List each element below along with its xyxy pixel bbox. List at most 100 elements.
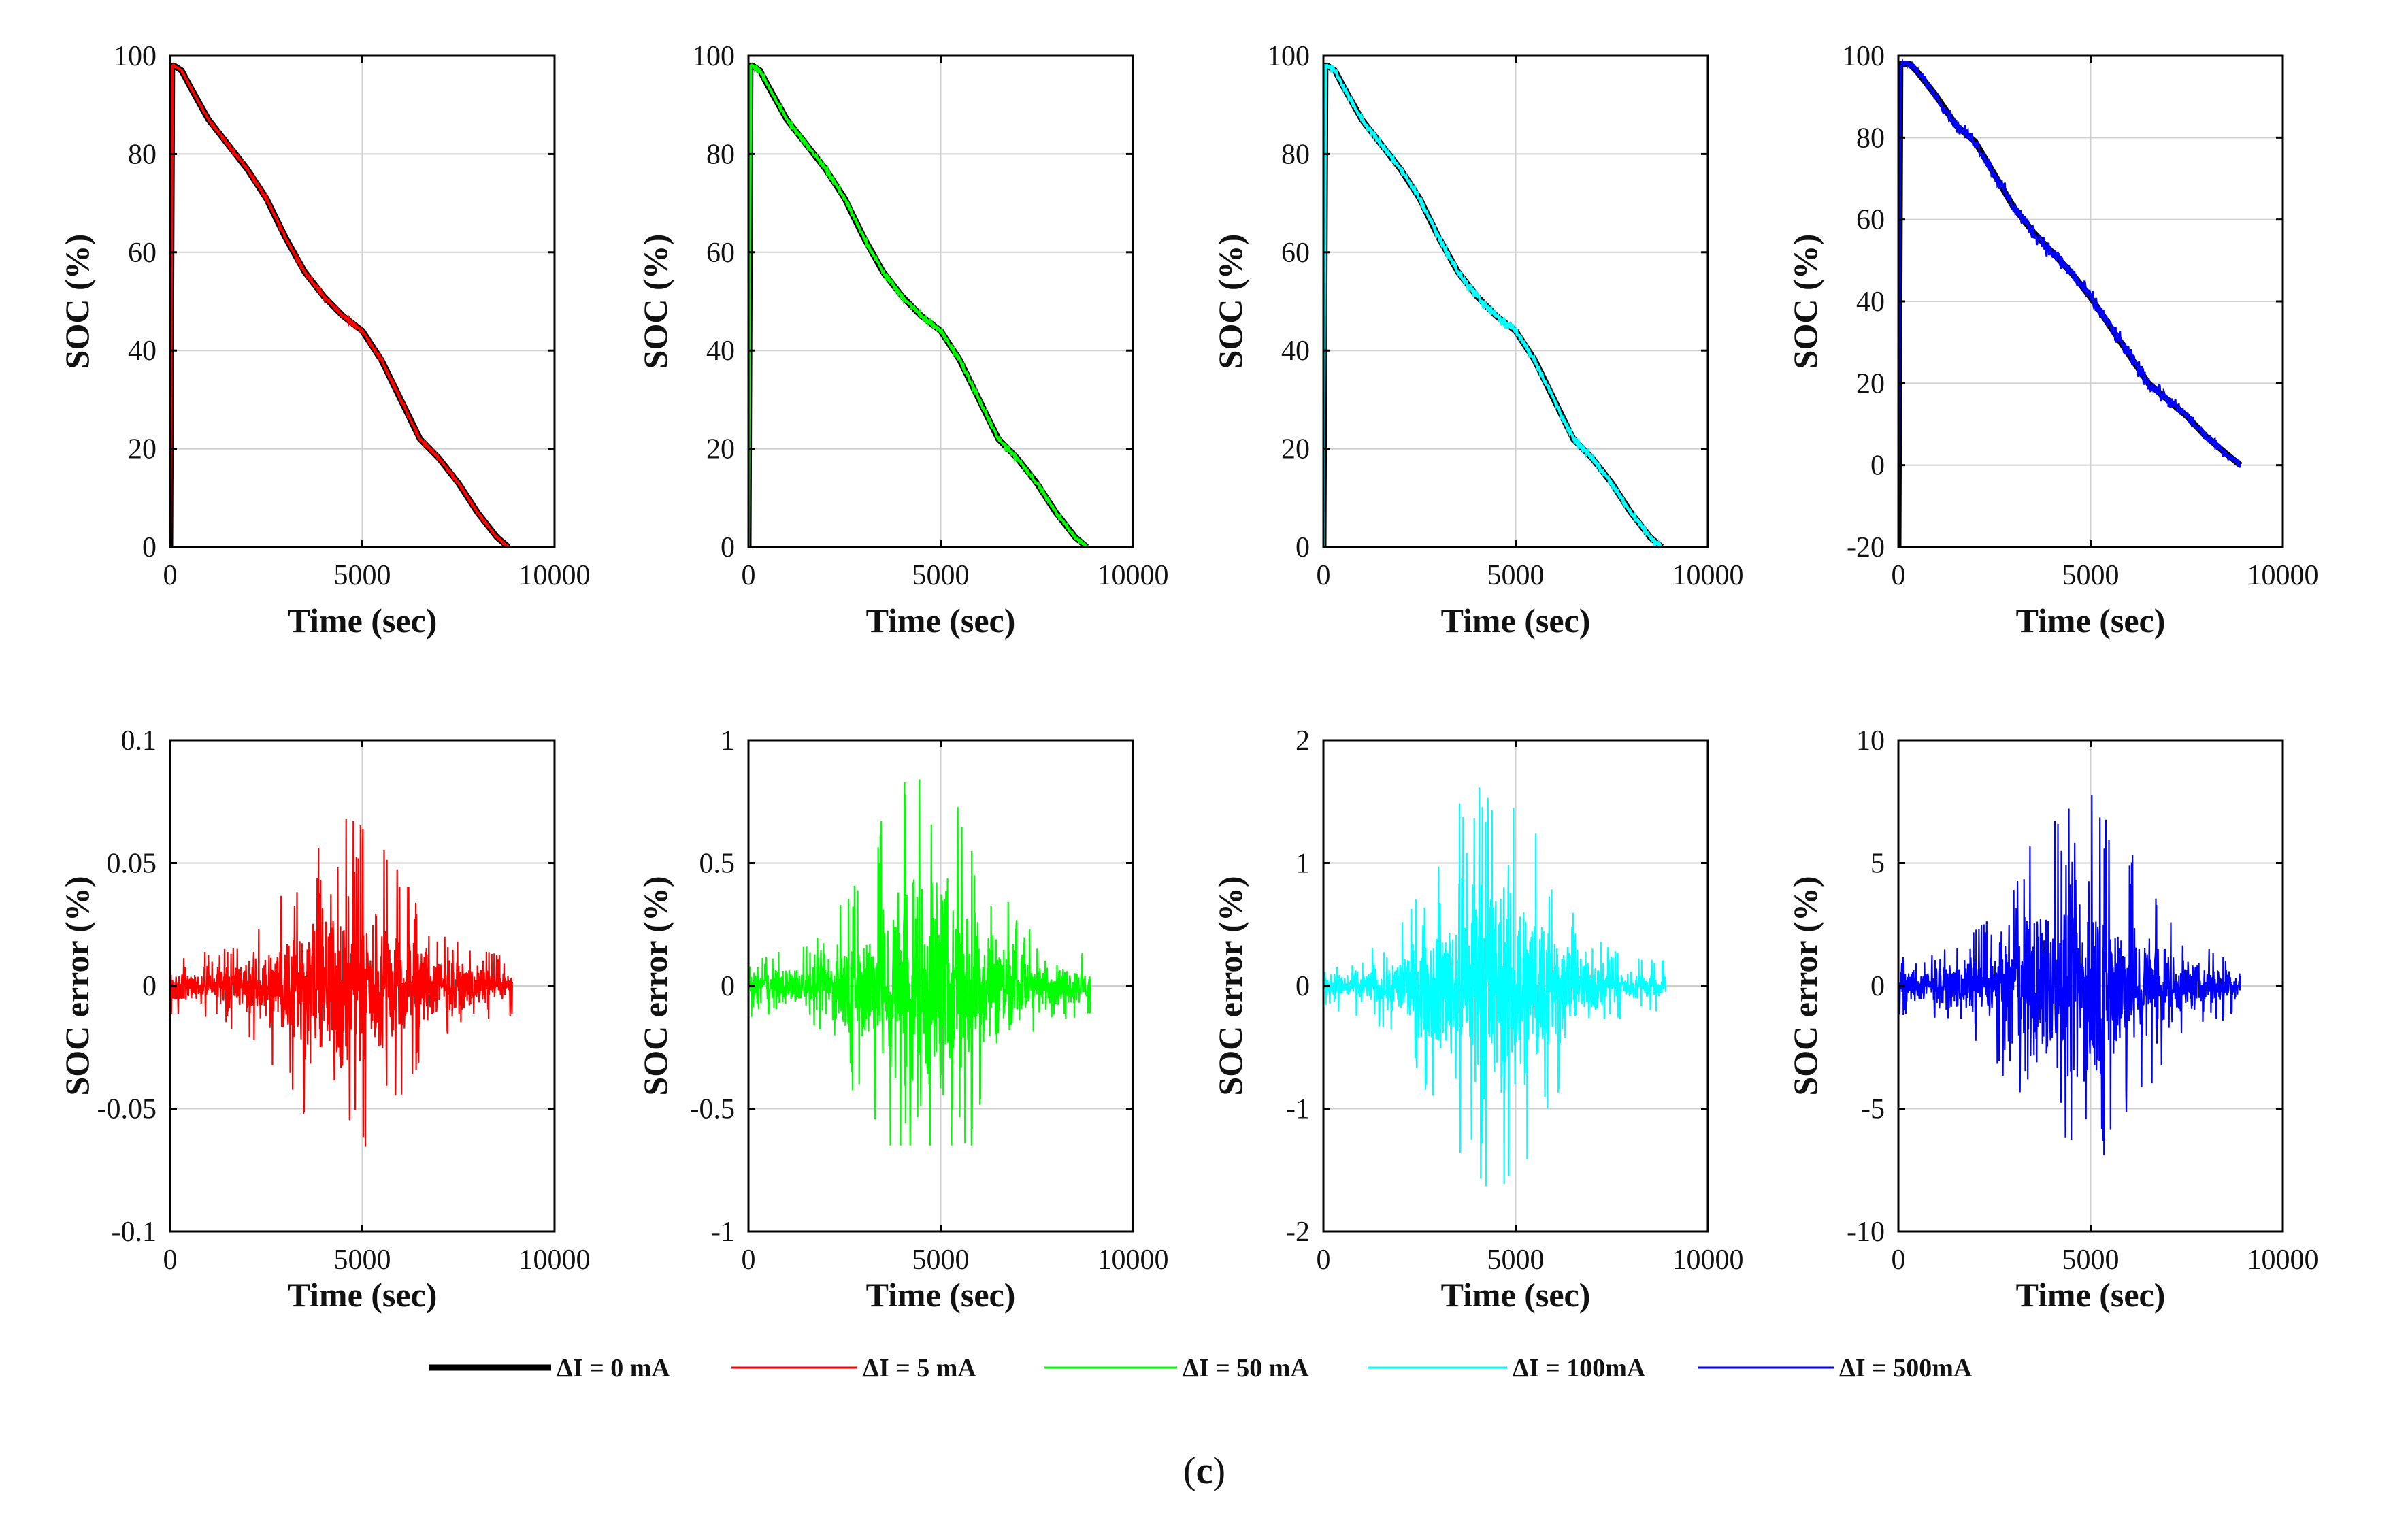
x-axis-label: Time (sec) xyxy=(2016,1276,2166,1314)
y-tick-label: 0 xyxy=(1296,532,1310,563)
x-tick-label: 0 xyxy=(742,560,756,591)
y-tick-label: 1 xyxy=(1296,848,1310,880)
legend-entry: ΔI = 500mA xyxy=(1698,1354,1973,1383)
series-line xyxy=(748,63,1089,547)
y-tick-label: 40 xyxy=(1281,335,1310,367)
series-line xyxy=(170,818,513,1147)
x-tick-label: 5000 xyxy=(334,1244,391,1276)
y-tick-label: 40 xyxy=(1856,286,1885,318)
plot-area xyxy=(1898,795,2241,1156)
y-tick-label: 20 xyxy=(706,434,735,465)
chart-panel-r1-c3: 0 5000 10000 -10 -5 0 5 10 Time (sec) SOC error (… xyxy=(1786,725,2319,1314)
y-tick-label: 100 xyxy=(114,41,156,72)
y-tick-label: -0.5 xyxy=(690,1094,736,1125)
x-tick-label: 5000 xyxy=(2062,560,2120,591)
y-axis-label: SOC (%) xyxy=(1786,234,1824,369)
legend: ΔI = 0 mA ΔI = 5 mA ΔI = 50 mA ΔI = 100mA ΔI… xyxy=(429,1354,1973,1383)
series-line xyxy=(1323,63,1663,547)
x-tick-label: 10000 xyxy=(2247,560,2319,591)
x-axis-label: Time (sec) xyxy=(288,601,438,640)
ticks: 0 5000 10000 -10 -5 0 5 10 xyxy=(1847,725,2319,1276)
y-axis-label: SOC error (%) xyxy=(1211,876,1249,1095)
chart-panel-r1-c2: 0 5000 10000 -2 -1 0 1 2 Time (sec) SOC error (%) xyxy=(1211,725,1744,1314)
figure-caption-letter: c xyxy=(1196,1450,1213,1492)
y-tick-label: 60 xyxy=(706,237,735,269)
x-axis-label: Time (sec) xyxy=(1441,601,1591,640)
legend-label: ΔI = 500mA xyxy=(1839,1354,1973,1383)
x-tick-label: 10000 xyxy=(1672,1244,1744,1276)
y-tick-label: 40 xyxy=(706,335,735,367)
series-line xyxy=(1898,58,2242,547)
y-tick-label: -5 xyxy=(1861,1094,1885,1125)
y-tick-label: 0.5 xyxy=(699,848,736,880)
x-axis-label: Time (sec) xyxy=(1441,1276,1591,1314)
ticks: 0 5000 10000 0 20 40 60 80 100 xyxy=(114,41,591,591)
x-tick-label: 5000 xyxy=(1487,1244,1545,1276)
legend-label: ΔI = 0 mA xyxy=(557,1354,670,1383)
y-tick-label: 0.1 xyxy=(121,725,157,757)
series-line xyxy=(1898,795,2241,1156)
y-tick-label: 2 xyxy=(1296,725,1310,757)
legend-entry: ΔI = 0 mA xyxy=(429,1354,670,1383)
y-tick-label: 80 xyxy=(1856,122,1885,154)
legend-label: ΔI = 5 mA xyxy=(863,1354,976,1383)
x-tick-label: 0 xyxy=(1892,560,1906,591)
x-tick-label: 10000 xyxy=(519,1244,591,1276)
x-tick-label: 0 xyxy=(163,1244,178,1276)
legend-label: ΔI = 50 mA xyxy=(1183,1354,1309,1383)
ticks: 0 5000 10000 0 20 40 60 80 100 xyxy=(1267,41,1744,591)
y-tick-label: 100 xyxy=(1267,41,1310,72)
y-tick-label: 40 xyxy=(128,335,156,367)
x-tick-label: 10000 xyxy=(519,560,591,591)
x-axis-label: Time (sec) xyxy=(288,1276,438,1314)
x-axis-label: Time (sec) xyxy=(2016,601,2166,640)
x-tick-label: 5000 xyxy=(334,560,391,591)
y-tick-label: 10 xyxy=(1856,725,1885,757)
legend-entry: ΔI = 50 mA xyxy=(1044,1354,1309,1383)
series-line xyxy=(748,779,1091,1146)
y-tick-label: 100 xyxy=(1842,41,1885,72)
y-tick-label: -1 xyxy=(1286,1094,1310,1125)
y-tick-label: 60 xyxy=(1856,205,1885,236)
grid xyxy=(748,56,1133,547)
x-tick-label: 0 xyxy=(1317,560,1331,591)
ticks: 0 5000 10000 -1 -0.5 0 0.5 1 xyxy=(690,725,1169,1276)
plot-area xyxy=(1323,62,1664,547)
legend-entry: ΔI = 5 mA xyxy=(731,1354,976,1383)
chart-panel-r0-c2: 0 5000 10000 0 20 40 60 80 100 Time (sec) SOC (%) xyxy=(1211,41,1744,640)
plot-area xyxy=(1323,787,1666,1187)
y-tick-label: -1 xyxy=(711,1217,735,1248)
x-tick-label: 5000 xyxy=(912,1244,970,1276)
y-tick-label: 0 xyxy=(1870,450,1885,482)
series-line xyxy=(170,63,510,547)
plot-area xyxy=(170,62,511,547)
chart-panel-r0-c1: 0 5000 10000 0 20 40 60 80 100 Time (sec) SOC (%) xyxy=(636,41,1169,640)
ticks: 0 5000 10000 0 20 40 60 80 100 xyxy=(692,41,1169,591)
x-tick-label: 5000 xyxy=(2062,1244,2120,1276)
ticks: 0 5000 10000 -0.1 -0.05 0 0.05 0.1 xyxy=(97,725,591,1276)
x-axis-label: Time (sec) xyxy=(866,1276,1016,1314)
x-tick-label: 5000 xyxy=(1487,560,1545,591)
y-tick-label: 0 xyxy=(142,971,156,1002)
y-tick-label: 20 xyxy=(1856,368,1885,399)
y-axis-label: SOC error (%) xyxy=(58,876,96,1095)
plot-area xyxy=(1898,58,2243,547)
y-tick-label: 60 xyxy=(128,237,156,269)
x-tick-label: 0 xyxy=(742,1244,756,1276)
legend-label: ΔI = 100mA xyxy=(1513,1354,1646,1383)
y-tick-label: -0.05 xyxy=(97,1094,157,1125)
y-tick-label: 0 xyxy=(721,971,735,1002)
legend-entry: ΔI = 100mA xyxy=(1368,1354,1646,1383)
x-tick-label: 10000 xyxy=(2247,1244,2319,1276)
y-tick-label: -2 xyxy=(1286,1217,1310,1248)
chart-panel-r1-c1: 0 5000 10000 -1 -0.5 0 0.5 1 Time (sec) SOC error… xyxy=(636,725,1169,1314)
y-tick-label: -10 xyxy=(1847,1217,1885,1248)
y-tick-label: 100 xyxy=(692,41,735,72)
grid xyxy=(170,56,555,547)
y-tick-label: 0 xyxy=(1870,971,1885,1002)
y-tick-label: 20 xyxy=(128,434,156,465)
y-axis-label: SOC (%) xyxy=(636,234,674,369)
